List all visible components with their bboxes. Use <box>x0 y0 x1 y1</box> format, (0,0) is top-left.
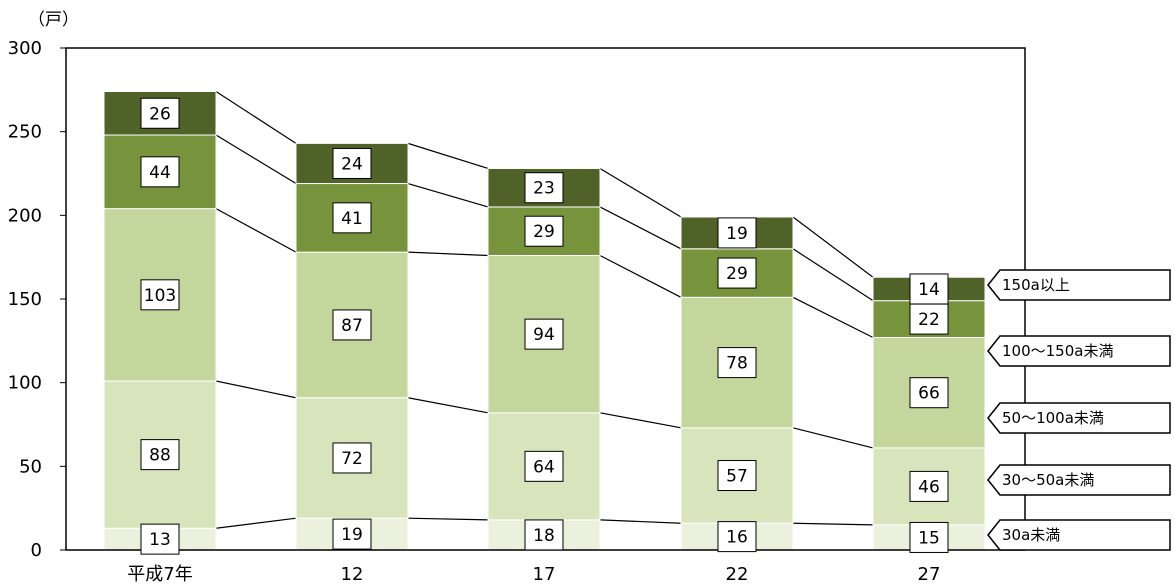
series-connector-line <box>215 91 297 144</box>
series-connector-line <box>599 254 682 298</box>
data-label-box <box>332 147 372 179</box>
x-axis-ticks: 平成7年 12 17 22 27 <box>127 564 940 585</box>
data-label-box <box>717 460 757 492</box>
data-label-box <box>909 377 949 409</box>
y-tick-label: 0 <box>31 540 42 561</box>
data-label: 66 <box>918 384 940 404</box>
data-label: 46 <box>918 477 940 497</box>
series-connector-line <box>407 142 489 170</box>
data-label-box <box>524 172 564 204</box>
data-label-box <box>140 279 180 311</box>
series-connector-line <box>792 522 874 526</box>
y-axis-unit-label: （戸） <box>28 10 79 30</box>
data-label-box <box>140 156 180 188</box>
y-tick-label: 50 <box>19 456 42 477</box>
series-connector-line <box>215 208 297 253</box>
data-label: 18 <box>533 526 555 546</box>
data-label-box <box>332 309 372 341</box>
legend-label: 50〜100a未満 <box>1002 409 1104 427</box>
x-category-label: 17 <box>533 564 556 585</box>
data-label-box <box>524 215 564 247</box>
data-label: 103 <box>144 286 176 306</box>
data-label-box <box>332 518 372 550</box>
data-label-box <box>717 521 757 553</box>
data-label-box <box>140 439 180 471</box>
legend-callout-box <box>987 335 1171 367</box>
data-label-box <box>909 303 949 335</box>
data-label-box <box>332 202 372 234</box>
legend-callout-box <box>987 402 1171 434</box>
legend-label: 150a以上 <box>1002 276 1070 294</box>
data-label: 15 <box>918 528 940 548</box>
legend-label: 100〜150a未満 <box>1002 342 1113 360</box>
series-connector-line <box>407 517 489 521</box>
series-connector-line <box>215 380 297 399</box>
data-label-box <box>140 97 180 129</box>
data-label: 72 <box>341 449 363 469</box>
y-tick-label: 100 <box>8 373 42 394</box>
y-tick-label: 300 <box>8 38 42 59</box>
data-label-box <box>717 217 757 249</box>
data-label: 94 <box>533 325 555 345</box>
y-tick-label: 250 <box>8 122 42 143</box>
series-connector-line <box>599 167 682 218</box>
data-label: 24 <box>341 154 363 174</box>
series-connector-line <box>599 206 682 250</box>
series-connector-line <box>792 216 874 278</box>
data-label: 23 <box>533 179 555 199</box>
data-label: 16 <box>726 528 748 548</box>
data-label: 44 <box>149 163 171 183</box>
data-label-box <box>524 318 564 350</box>
data-label: 29 <box>726 264 748 284</box>
series-connector-line <box>407 397 489 414</box>
series-connector-line <box>407 251 489 257</box>
data-label: 78 <box>726 354 748 374</box>
data-label-box <box>909 273 949 305</box>
data-label: 57 <box>726 467 748 487</box>
legend-callout-box <box>987 464 1171 496</box>
data-label-box <box>717 347 757 379</box>
series-connector-line <box>792 427 874 449</box>
data-label-box <box>140 523 180 555</box>
data-label: 41 <box>341 209 363 229</box>
data-label: 26 <box>149 104 171 124</box>
legend-callout-box <box>987 269 1171 301</box>
data-label-box <box>524 450 564 482</box>
data-label: 14 <box>918 280 940 300</box>
data-label-box <box>717 257 757 289</box>
data-label: 64 <box>533 457 555 477</box>
x-category-label: 平成7年 <box>127 564 192 585</box>
y-tick-label: 150 <box>8 289 42 310</box>
x-category-label: 27 <box>918 564 941 585</box>
data-label: 19 <box>726 224 748 244</box>
x-category-label: 22 <box>726 564 749 585</box>
series-connector-line <box>599 412 682 429</box>
data-label: 88 <box>149 446 171 466</box>
series-connector-line <box>599 519 682 524</box>
series-connector-line <box>215 517 297 529</box>
y-axis-ticks: 0 50 100 150 200 250 300 <box>8 38 66 561</box>
legend-label: 30a未満 <box>1002 526 1060 544</box>
data-label-box <box>524 519 564 551</box>
series-connector-line <box>792 248 874 302</box>
data-label: 19 <box>341 525 363 545</box>
legend-callout-box <box>987 519 1171 551</box>
series-connector-line <box>215 134 297 185</box>
series-connector-line <box>407 182 489 208</box>
data-labels: 13 88 103 44 26 19 72 87 41 24 18 64 94 29 23 16 57 78 29 1… <box>140 97 949 555</box>
legend-label: 30〜50a未満 <box>1002 471 1094 489</box>
data-label-box <box>909 470 949 502</box>
data-label-box <box>909 521 949 553</box>
x-category-label: 12 <box>341 564 364 585</box>
data-label: 22 <box>918 310 940 330</box>
legend: 30a未満 30〜50a未満 50〜100a未満 100〜150a未満 150a以上 <box>987 269 1171 551</box>
data-label-box <box>332 442 372 474</box>
series-connector-lines <box>215 91 874 529</box>
series-connector-line <box>792 296 874 339</box>
data-label: 87 <box>341 316 363 336</box>
data-label: 29 <box>533 222 555 242</box>
data-label: 13 <box>149 530 171 550</box>
y-tick-label: 200 <box>8 205 42 226</box>
